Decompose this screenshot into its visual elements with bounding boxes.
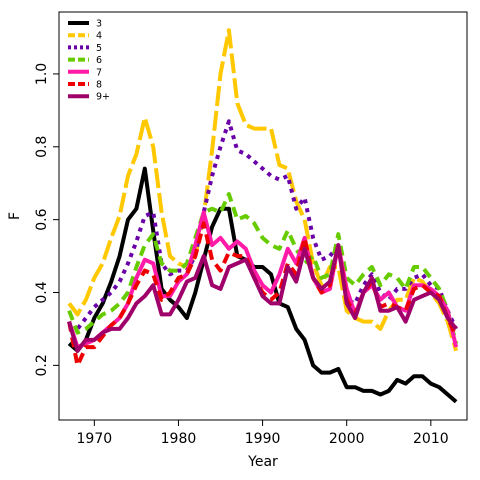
x-tick-label: 2010 xyxy=(413,431,449,447)
legend-label: 3 xyxy=(96,19,102,30)
series-line-4 xyxy=(67,28,459,352)
legend-label: 9+ xyxy=(96,92,110,103)
x-tick-label: 1990 xyxy=(245,431,281,447)
legend-label: 4 xyxy=(96,31,102,42)
y-axis: 0.2 0.4 0.6 0.8 1.0 xyxy=(34,63,59,376)
y-axis-title: F xyxy=(7,212,23,220)
x-tick-label: 2000 xyxy=(329,431,365,447)
y-tick-label: 0.6 xyxy=(34,208,50,230)
legend-label: 5 xyxy=(96,43,102,54)
series-line-9plus xyxy=(67,243,458,353)
x-tick-label: 1970 xyxy=(77,431,113,447)
x-axis: 1970 1980 1990 2000 2010 xyxy=(77,420,449,447)
y-tick-label: 0.2 xyxy=(34,354,50,376)
y-tick-label: 0.8 xyxy=(34,136,50,158)
series-line-7 xyxy=(67,210,459,350)
series-layer xyxy=(67,28,459,404)
series-line-6 xyxy=(67,192,459,344)
legend-label: 6 xyxy=(96,55,102,66)
legend-label: 8 xyxy=(96,80,102,91)
legend-label: 7 xyxy=(96,67,102,78)
y-tick-label: 0.4 xyxy=(34,281,50,303)
series-line-3 xyxy=(67,166,458,404)
x-tick-label: 1980 xyxy=(161,431,197,447)
y-tick-label: 1.0 xyxy=(34,63,50,85)
x-axis-title: Year xyxy=(247,454,278,470)
